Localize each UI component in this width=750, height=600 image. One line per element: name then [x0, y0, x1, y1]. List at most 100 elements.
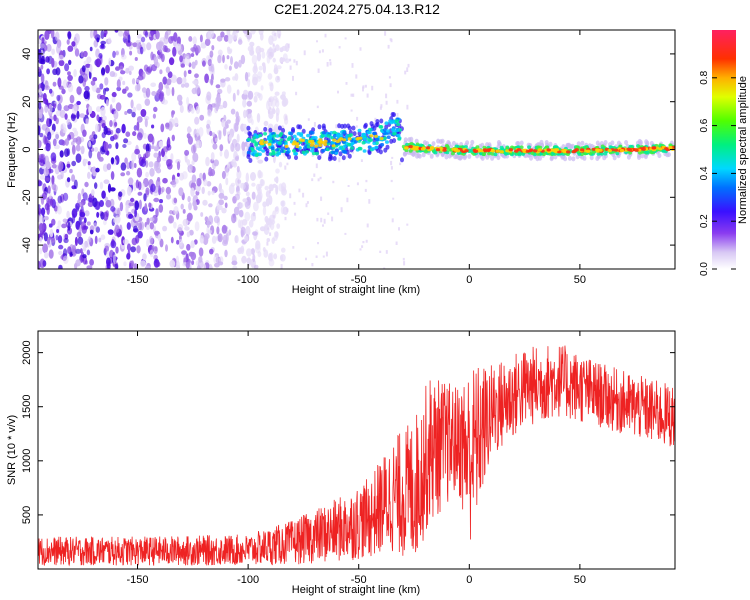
- noise-blob: [115, 142, 119, 150]
- noise-point: [284, 165, 287, 170]
- noise-point: [391, 218, 394, 223]
- noise-point: [274, 48, 277, 53]
- noise-blob: [165, 186, 172, 195]
- noise-point: [390, 179, 393, 183]
- band-core: [391, 128, 395, 132]
- noise-point: [407, 63, 410, 68]
- noise-point: [346, 197, 349, 203]
- band-halo: [346, 123, 351, 129]
- noise-point: [321, 49, 324, 53]
- noise-blob: [128, 213, 134, 219]
- band-peak: [598, 148, 603, 152]
- noise-blob: [251, 191, 256, 200]
- noise-blob: [221, 207, 227, 214]
- noise-blob: [109, 120, 113, 127]
- band-peak: [323, 142, 328, 146]
- noise-blob: [82, 254, 87, 259]
- noise-blob: [39, 258, 46, 269]
- noise-blob: [133, 225, 138, 233]
- noise-blob: [245, 172, 249, 183]
- noise-point: [347, 185, 350, 187]
- noise-point: [356, 116, 359, 121]
- noise-blob: [203, 179, 208, 187]
- noise-blob: [245, 191, 250, 197]
- noise-blob: [155, 178, 161, 188]
- noise-point: [325, 251, 328, 257]
- noise-blob: [226, 84, 232, 94]
- band-core: [645, 150, 650, 155]
- noise-blob: [176, 161, 181, 171]
- band-core: [334, 151, 339, 155]
- band-core: [287, 136, 292, 140]
- noise-blob: [274, 177, 278, 183]
- band-core: [380, 142, 385, 147]
- noise-blob: [54, 131, 59, 142]
- noise-blob: [66, 177, 71, 183]
- noise-blob: [81, 225, 88, 234]
- noise-blob: [252, 253, 256, 263]
- noise-blob: [181, 171, 188, 180]
- band-halo: [268, 127, 273, 133]
- noise-blob: [199, 235, 205, 244]
- noise-blob: [118, 30, 124, 37]
- noise-point: [272, 43, 275, 47]
- noise-blob: [122, 88, 127, 94]
- band-core: [309, 130, 314, 135]
- band-peak: [295, 144, 300, 149]
- noise-blob: [184, 149, 190, 156]
- noise-blob: [132, 131, 137, 137]
- noise-blob: [58, 250, 63, 256]
- noise-blob: [159, 69, 163, 75]
- band-peak: [339, 137, 344, 141]
- noise-blob: [114, 121, 118, 127]
- noise-blob: [253, 264, 259, 269]
- y-tick-label: -20: [21, 189, 33, 205]
- spectrogram-panel: -150 -100 -50 0 50 -40 -20 0 20 40 Height of str…: [6, 29, 676, 296]
- noise-blob: [114, 263, 119, 269]
- noise-blob: [173, 117, 179, 127]
- band-core: [254, 143, 259, 147]
- noise-blob: [237, 219, 241, 229]
- band-peak: [574, 148, 579, 152]
- noise-blob: [158, 92, 164, 102]
- noise-blob: [103, 33, 107, 38]
- noise-blob: [264, 185, 269, 191]
- noise-blob: [209, 130, 213, 137]
- noise-blob: [144, 98, 151, 106]
- band-peak: [554, 148, 560, 152]
- noise-blob: [230, 108, 236, 115]
- noise-blob: [132, 106, 137, 113]
- noise-blob: [64, 63, 70, 72]
- band-peak: [442, 148, 447, 152]
- noise-blob: [57, 235, 63, 244]
- band-peak: [619, 149, 625, 153]
- band-halo: [590, 143, 594, 149]
- band-peak: [335, 139, 340, 144]
- colorbar-tick-label: 0.4: [699, 166, 710, 180]
- noise-point: [277, 76, 280, 81]
- band-core: [268, 135, 273, 139]
- x-tick-label: 50: [574, 274, 586, 286]
- noise-point: [390, 38, 393, 43]
- noise-blob: [61, 223, 67, 229]
- noise-blob: [103, 211, 109, 221]
- noise-blob: [45, 160, 51, 169]
- noise-blob: [188, 251, 195, 257]
- noise-blob: [258, 47, 265, 53]
- noise-blob: [238, 59, 242, 68]
- noise-blob: [67, 134, 72, 141]
- noise-blob: [186, 159, 191, 166]
- noise-blob: [98, 237, 102, 243]
- noise-blob: [103, 179, 110, 184]
- noise-point: [396, 99, 399, 104]
- band-peak: [658, 147, 663, 151]
- band-core: [357, 128, 362, 133]
- band-halo: [383, 147, 388, 153]
- noise-blob: [182, 209, 186, 214]
- noise-blob: [169, 210, 173, 215]
- noise-blob: [63, 255, 69, 264]
- noise-blob: [69, 168, 73, 174]
- noise-blob: [66, 39, 70, 45]
- noise-blob: [252, 65, 258, 74]
- noise-blob: [152, 113, 156, 119]
